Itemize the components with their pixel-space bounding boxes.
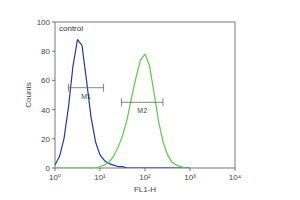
y-tick-label: 100 (37, 18, 51, 27)
gate-end (68, 84, 69, 92)
series-label: control (59, 24, 83, 33)
x-tick-label: 10² (139, 173, 151, 182)
x-axis-label: FL1-H (134, 185, 156, 194)
y-tick (52, 138, 55, 139)
y-tick-label: 40 (41, 106, 50, 115)
gate-end (162, 98, 163, 106)
gate-label: M1 (81, 93, 91, 100)
x-tick-label: 10³ (184, 173, 196, 182)
y-tick (52, 109, 55, 110)
x-tick (145, 168, 146, 171)
y-tick (52, 168, 55, 169)
y-axis-label: Counts (24, 82, 33, 107)
y-tick-label: 20 (41, 135, 50, 144)
gate (121, 98, 162, 106)
x-tick-label: 10¹ (94, 173, 106, 182)
gate-end (121, 98, 122, 106)
x-tick (100, 168, 101, 171)
y-tick-label: 0 (46, 164, 51, 173)
plot-frame (55, 22, 235, 168)
gate (69, 84, 104, 92)
chart: 0 20 40 60 80 100 10⁰ 10¹ 10² 10³ 10⁴ FL1-H Counts co… (0, 0, 300, 200)
y-tick (52, 80, 55, 81)
chart-svg: 0 20 40 60 80 100 10⁰ 10¹ 10² 10³ 10⁴ FL1-H Counts co… (0, 0, 300, 200)
y-tick-label: 60 (41, 76, 50, 85)
x-tick (55, 168, 56, 171)
y-tick-label: 80 (41, 47, 50, 56)
y-tick (52, 22, 55, 23)
gate-line (121, 102, 162, 103)
gate-end (103, 84, 104, 92)
x-tick (190, 168, 191, 171)
gate-label: M2 (137, 107, 147, 114)
histogram-line (55, 54, 190, 168)
x-tick-label: 10⁰ (49, 173, 61, 182)
histogram-line (55, 40, 190, 168)
series-group (55, 40, 190, 168)
x-tick-label: 10⁴ (229, 173, 242, 182)
x-tick (235, 168, 236, 171)
y-tick (52, 51, 55, 52)
gate-line (69, 87, 104, 88)
